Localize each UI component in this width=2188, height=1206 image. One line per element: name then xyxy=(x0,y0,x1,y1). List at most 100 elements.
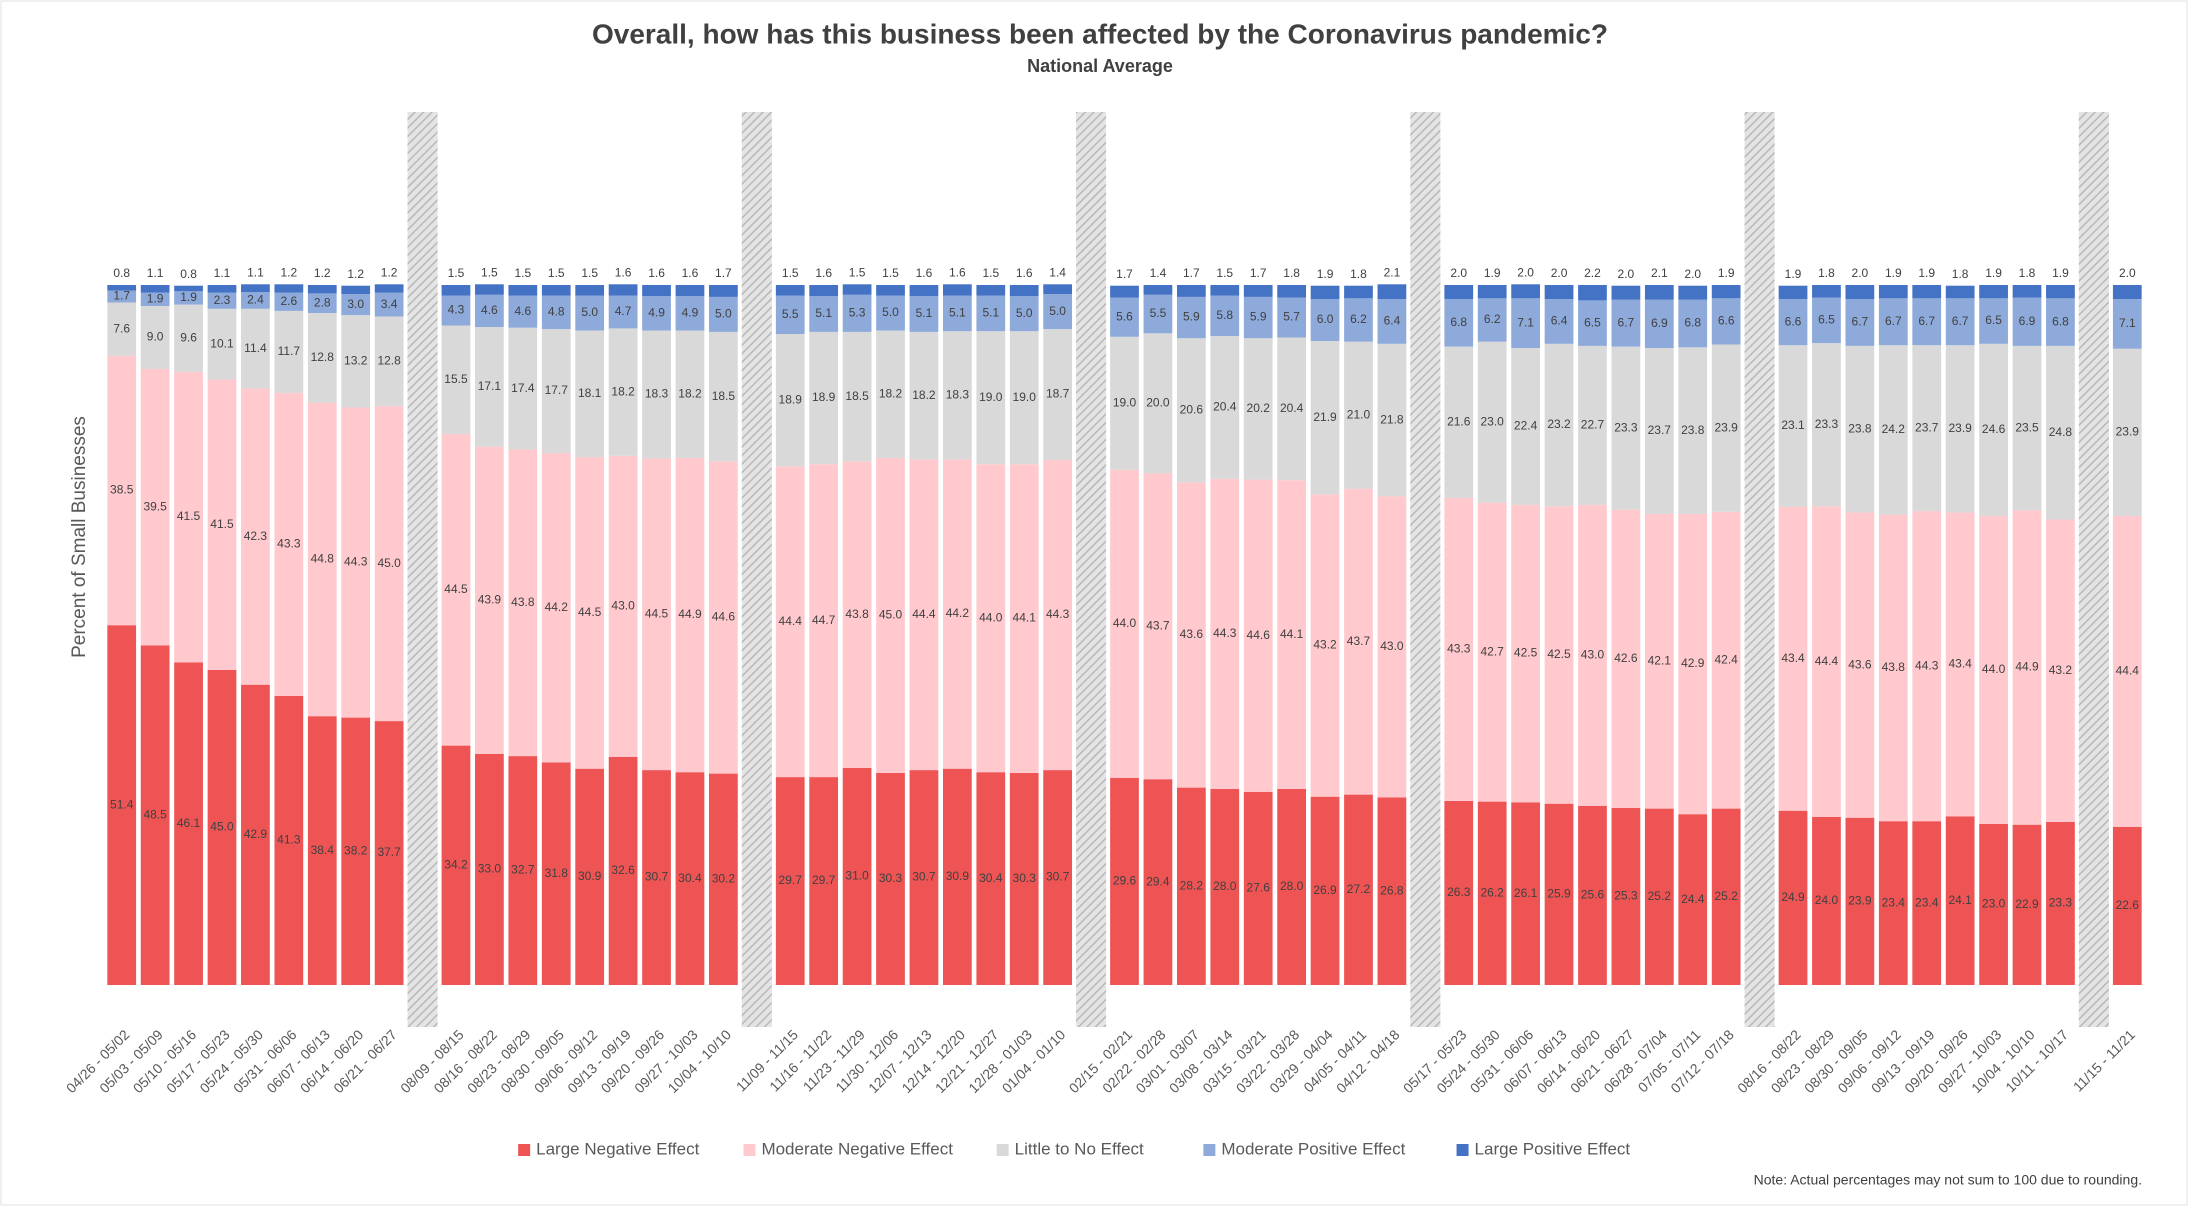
bar-segment xyxy=(508,756,538,985)
bar-segment xyxy=(1611,509,1641,808)
bar-segment xyxy=(2112,285,2142,299)
data-label: 42.6 xyxy=(1614,651,1638,665)
bar-segment xyxy=(307,293,337,313)
data-label: 6.8 xyxy=(1450,315,1467,329)
bar-segment xyxy=(1143,779,1173,985)
data-label: 5.0 xyxy=(1049,304,1066,318)
bar-segment xyxy=(775,334,805,467)
data-label: 42.9 xyxy=(244,827,268,841)
bar-segment xyxy=(1377,299,1407,344)
bar-segment xyxy=(1578,345,1607,505)
bar-segment xyxy=(1110,285,1139,298)
data-label: 6.0 xyxy=(1317,312,1334,326)
data-label: 20.2 xyxy=(1247,401,1271,415)
data-label: 38.2 xyxy=(344,843,368,857)
bar-segment xyxy=(1644,513,1674,809)
bar-segment xyxy=(2112,299,2142,349)
bar-segment xyxy=(642,296,671,331)
data-label: 1.5 xyxy=(882,266,899,280)
bar-segment xyxy=(1711,808,1741,985)
separator xyxy=(741,112,772,1027)
data-label: 6.8 xyxy=(2052,314,2069,328)
data-label: 24.6 xyxy=(1982,422,2006,436)
bar-segment xyxy=(2012,824,2042,985)
data-label: 2.0 xyxy=(1450,266,1467,280)
data-label: 1.6 xyxy=(648,266,665,280)
data-label: 6.9 xyxy=(1651,316,1668,330)
bar-segment xyxy=(842,768,872,985)
bar-segment xyxy=(642,330,671,459)
bar-segment xyxy=(374,316,404,407)
bar-segment xyxy=(307,402,337,717)
bar-segment xyxy=(274,392,304,696)
bar-segment xyxy=(942,459,972,769)
data-label: 44.0 xyxy=(979,610,1003,624)
bar-segment xyxy=(1812,285,1841,298)
data-label: 13.2 xyxy=(344,353,368,367)
bar-segment xyxy=(1110,777,1139,985)
data-label: 26.1 xyxy=(1514,886,1538,900)
bar-segment xyxy=(1511,284,1540,299)
data-label: 26.9 xyxy=(1313,883,1337,897)
bar-segment xyxy=(1009,296,1039,332)
bar-segment xyxy=(1243,479,1273,792)
data-label: 1.9 xyxy=(1918,266,1935,280)
bar-segment xyxy=(876,295,905,331)
data-label: 43.8 xyxy=(845,607,869,621)
bar-segment xyxy=(1812,817,1841,985)
data-label: 19.0 xyxy=(1013,390,1037,404)
bar-segment xyxy=(1945,285,1975,299)
bar-segment xyxy=(541,329,571,453)
data-label: 4.6 xyxy=(514,304,531,318)
data-label: 0.8 xyxy=(180,267,197,281)
bar-segment xyxy=(1009,285,1039,297)
data-label: 2.1 xyxy=(1651,266,1668,280)
data-label: 6.6 xyxy=(1785,314,1802,328)
data-label: 1.5 xyxy=(849,265,866,279)
data-label: 43.7 xyxy=(1347,634,1371,648)
data-label: 6.4 xyxy=(1551,314,1568,328)
bar-segment xyxy=(1277,297,1307,338)
data-label: 32.7 xyxy=(511,863,535,877)
bar-segment xyxy=(475,446,504,754)
bar-segment xyxy=(2046,285,2075,299)
data-label: 0.8 xyxy=(113,266,130,280)
bar-segment xyxy=(1310,299,1340,341)
bar-segment xyxy=(642,285,671,297)
data-label: 23.2 xyxy=(1547,417,1571,431)
bar-segment xyxy=(1176,296,1206,339)
data-label: 1.9 xyxy=(1785,267,1802,281)
bar-segment xyxy=(1243,791,1273,985)
bar-segment xyxy=(174,662,203,985)
bar-segment xyxy=(541,453,571,763)
bar-segment xyxy=(1444,497,1474,801)
bar-segment xyxy=(1043,770,1073,985)
data-label: 23.4 xyxy=(1882,895,1906,909)
data-label: 21.6 xyxy=(1447,414,1471,428)
bar-segment xyxy=(1878,345,1908,515)
data-label: 28.2 xyxy=(1180,878,1204,892)
bar-segment xyxy=(1043,284,1073,295)
data-label: 42.5 xyxy=(1514,646,1538,660)
bar-segment xyxy=(1845,512,1875,818)
bar-segment xyxy=(307,285,337,294)
bar-segment xyxy=(1878,298,1908,346)
bar-segment xyxy=(1544,299,1574,344)
data-label: 22.7 xyxy=(1581,418,1605,432)
bar-segment xyxy=(1611,807,1641,985)
bar-segment xyxy=(1210,285,1240,296)
data-label: 27.2 xyxy=(1347,882,1371,896)
bar-segment xyxy=(2112,826,2142,985)
data-label: 30.2 xyxy=(712,871,736,885)
bar-segment xyxy=(174,304,203,372)
data-label: 1.6 xyxy=(682,266,699,280)
bar-segment xyxy=(508,295,538,328)
data-label: 6.7 xyxy=(1885,314,1902,328)
data-label: 1.5 xyxy=(514,266,531,280)
bar-segment xyxy=(1711,298,1741,345)
data-label: 23.3 xyxy=(1614,420,1638,434)
bar-segment xyxy=(909,770,939,985)
bar-segment xyxy=(1176,285,1206,297)
data-label: 1.5 xyxy=(982,266,999,280)
